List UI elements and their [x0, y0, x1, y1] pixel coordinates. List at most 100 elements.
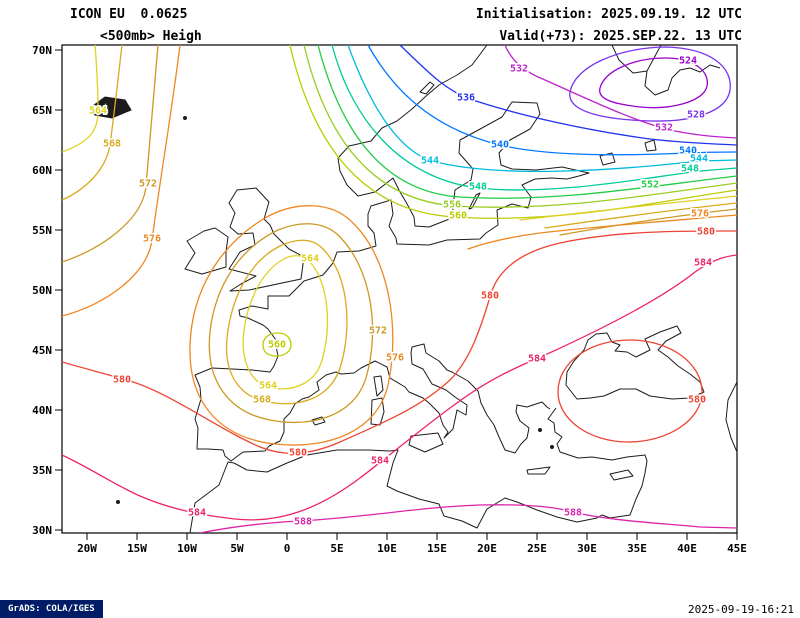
lat-tick-label: 65N: [32, 104, 52, 117]
contour-line-576-northwest: [62, 45, 181, 317]
contour-label-560: 560: [449, 211, 467, 222]
contour-label-580: 580: [697, 227, 715, 238]
contour-line-544: [347, 45, 737, 173]
coastline-black-sea: [565, 325, 705, 400]
contour-label-532: 532: [655, 123, 673, 134]
contour-label-556: 556: [443, 200, 461, 211]
contour-line-556: [303, 45, 737, 208]
island-corsica: [373, 375, 384, 397]
lake-onega: [644, 139, 657, 152]
contour-label-580: 580: [113, 375, 131, 386]
lon-tick-label: 30E: [577, 542, 597, 555]
contour-label-588: 588: [294, 517, 312, 528]
island-gotland: [468, 192, 481, 210]
island-madeira: [116, 500, 120, 504]
coastline-turkey-levant-africa: [189, 407, 648, 533]
contour-label-568: 568: [103, 139, 121, 150]
contour-line-588: [199, 504, 737, 533]
contour-label-584: 584: [528, 354, 546, 365]
lon-tick-label: 15E: [427, 542, 447, 555]
contour-line-524: [599, 57, 708, 109]
contour-line-580-ridge: [62, 230, 737, 454]
contour-line-532: [504, 45, 737, 139]
contour-line-540: [367, 45, 737, 156]
contour-line-564-east: [519, 195, 737, 221]
coastline-iceland: [89, 96, 132, 119]
lat-tick-label: 70N: [32, 44, 52, 57]
lon-tick-label: 20E: [477, 542, 497, 555]
coastline-great-britain: [228, 187, 305, 292]
lon-tick-label: 35E: [627, 542, 647, 555]
contour-label-564: 564: [259, 381, 277, 392]
lon-tick-label: 5E: [330, 542, 343, 555]
contour-label-544: 544: [690, 154, 708, 165]
map-frame: [61, 44, 738, 534]
contour-line-568-northwest: [62, 45, 123, 201]
contour-label-544: 544: [421, 156, 439, 167]
contour-line-528: [569, 46, 731, 122]
contour-label-564: 564: [89, 106, 107, 117]
contour-label-564: 564: [301, 254, 319, 265]
contour-line-568-low-ring: [225, 239, 348, 405]
lat-tick-label: 30N: [32, 524, 52, 537]
contour-label-580: 580: [481, 291, 499, 302]
contour-label-560: 560: [268, 340, 286, 351]
contour-line-564-northwest: [62, 45, 99, 153]
contour-line-584: [62, 254, 737, 521]
island-faroe: [183, 116, 187, 120]
contour-layer: [62, 45, 737, 533]
contour-line-564-low-ring: [242, 255, 329, 390]
contour-label-548: 548: [681, 164, 699, 175]
lat-tick-label: 50N: [32, 284, 52, 297]
island-aegean-1: [538, 428, 542, 432]
island-sardinia: [370, 397, 385, 426]
contour-label-580: 580: [289, 448, 307, 459]
contour-label-584: 584: [188, 508, 206, 519]
valid-text: Valid(+73): 2025.SEP.22. 13 UTC: [499, 29, 742, 44]
lake-ladoga: [599, 152, 616, 166]
lon-tick-label: 5W: [230, 542, 244, 555]
island-sicily: [408, 432, 444, 453]
contour-label-584: 584: [371, 456, 389, 467]
contour-label-588: 588: [564, 508, 582, 519]
lat-tick-label: 35N: [32, 464, 52, 477]
initialisation-text: Initialisation: 2025.09.19. 12 UTC: [475, 7, 742, 22]
contour-label-548: 548: [469, 182, 487, 193]
coastline-layer: [89, 45, 737, 533]
contour-label-576: 576: [386, 353, 404, 364]
contour-label-552: 552: [641, 180, 659, 191]
coastline-ireland: [184, 227, 229, 275]
contour-line-552: [317, 45, 737, 199]
island-crete: [526, 466, 551, 475]
contour-label-580: 580: [688, 395, 706, 406]
contour-label-584: 584: [694, 258, 712, 269]
contour-line-560: [289, 45, 737, 219]
contour-line-536: [399, 45, 737, 146]
contour-line-568-east: [544, 202, 737, 229]
contour-label-524: 524: [679, 56, 697, 67]
field-title: <500mb> Heigh: [100, 29, 202, 44]
coastline-caspian: [725, 381, 737, 453]
lat-tick-label: 60N: [32, 164, 52, 177]
lat-tick-label: 55N: [32, 224, 52, 237]
contour-label-568: 568: [253, 395, 271, 406]
lat-tick-label: 45N: [32, 344, 52, 357]
lon-tick-label: 10W: [177, 542, 197, 555]
island-cyprus: [609, 469, 634, 481]
contour-line-572-east: [559, 208, 737, 236]
contour-label-572: 572: [369, 326, 387, 337]
contour-label-576: 576: [691, 209, 709, 220]
lon-tick-label: 40E: [677, 542, 697, 555]
contour-line-580-blacksea-loop: [557, 339, 703, 443]
contour-line-576-ridge: [467, 214, 737, 250]
contour-line-548: [331, 45, 737, 191]
creation-timestamp: 2025-09-19-16:21: [688, 603, 794, 616]
contour-line-576-low-ring: [189, 205, 394, 446]
island-mallorca: [311, 416, 326, 426]
coastline-white-sea: [611, 45, 721, 96]
contour-line-560-low-center: [262, 332, 292, 357]
contour-label-572: 572: [139, 179, 157, 190]
contour-line-572-northwest: [62, 45, 159, 263]
